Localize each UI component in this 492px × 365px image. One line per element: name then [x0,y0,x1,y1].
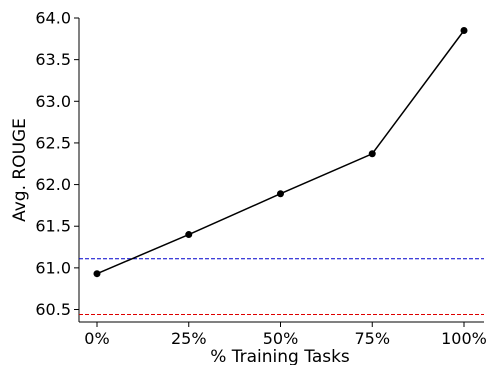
x-tick-label: 0% [84,329,109,348]
data-point [185,231,193,239]
series-line [96,30,465,275]
x-axis-ticks: 0% 25% 50% 75% 100% [84,322,487,348]
y-tick-label: 61.5 [35,217,71,236]
x-axis-label: % Training Tasks [210,347,350,365]
data-point [368,150,376,158]
y-axis-ticks: 60.5 61.0 61.5 62.0 62.5 63.0 63.5 64.0 [35,9,79,319]
reference-lines [79,258,484,316]
y-tick-label: 62.0 [35,175,71,194]
y-tick-label: 61.0 [35,258,71,277]
x-tick-label: 100% [441,329,487,348]
x-tick-label: 75% [354,329,390,348]
x-tick-label: 50% [263,329,299,348]
y-tick-label: 62.5 [35,133,71,152]
data-point [277,190,284,198]
y-tick-label: 60.5 [35,300,71,319]
data-point [460,26,468,34]
y-tick-label: 64.0 [35,9,71,28]
y-tick-label: 63.5 [35,50,71,69]
y-axis-label: Avg. ROUGE [10,118,30,222]
data-series [93,26,468,278]
y-tick-label: 63.0 [35,92,71,111]
x-tick-label: 25% [171,329,207,348]
data-point [93,270,101,278]
